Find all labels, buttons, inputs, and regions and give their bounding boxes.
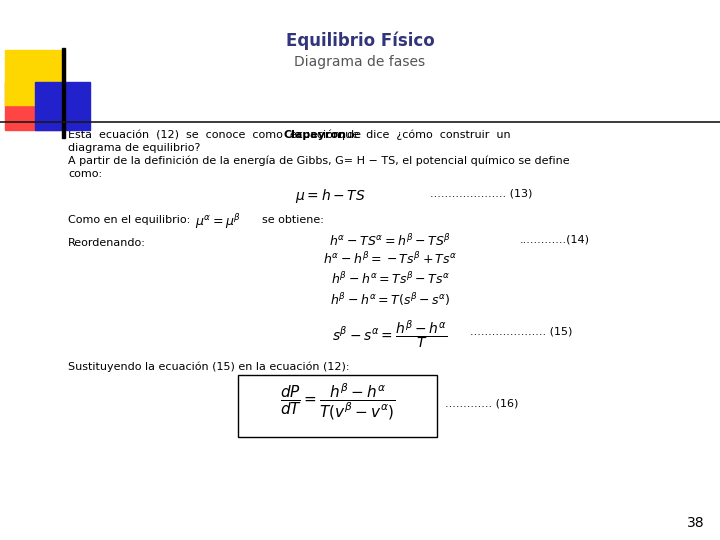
Text: Sustituyendo la ecuación (15) en la ecuación (12):: Sustituyendo la ecuación (15) en la ecua… — [68, 361, 349, 372]
Bar — [5, 50, 65, 105]
Text: Reordenando:: Reordenando: — [68, 238, 146, 248]
Text: $h^{\beta} - h^{\alpha} = T(s^{\beta} - s^{\alpha})$: $h^{\beta} - h^{\alpha} = T(s^{\beta} - … — [330, 291, 450, 308]
Text: ..................... (13): ..................... (13) — [430, 189, 532, 199]
Text: .............(14): .............(14) — [520, 234, 590, 244]
Text: Como en el equilibrio:: Como en el equilibrio: — [68, 215, 190, 225]
FancyBboxPatch shape — [238, 375, 437, 437]
Text: $\mu = h - TS$: $\mu = h - TS$ — [294, 187, 365, 205]
Text: ..................... (15): ..................... (15) — [470, 327, 572, 337]
Text: se obtiene:: se obtiene: — [255, 215, 324, 225]
Text: A partir de la definición de la energía de Gibbs, G= H − TS, el potencial químic: A partir de la definición de la energía … — [68, 156, 570, 166]
Text: $h^{\beta} - h^{\alpha} = Ts^{\beta} - Ts^{\alpha}$: $h^{\beta} - h^{\alpha} = Ts^{\beta} - T… — [330, 271, 449, 287]
Bar — [5, 82, 60, 130]
Text: Esta  ecuación  (12)  se  conoce  como  ecuación  de: Esta ecuación (12) se conoce como ecuaci… — [68, 130, 368, 140]
Text: como:: como: — [68, 169, 102, 179]
Text: Equilibrio Físico: Equilibrio Físico — [286, 32, 434, 51]
Text: diagrama de equilibrio?: diagrama de equilibrio? — [68, 143, 200, 153]
Bar — [35, 82, 90, 130]
Text: $\mu^{\alpha} = \mu^{\beta}$: $\mu^{\alpha} = \mu^{\beta}$ — [195, 212, 241, 231]
Text: $h^{\alpha} - h^{\beta} = -Ts^{\beta} + Ts^{\alpha}$: $h^{\alpha} - h^{\beta} = -Ts^{\beta} + … — [323, 251, 457, 267]
Text: Diagrama de fases: Diagrama de fases — [294, 55, 426, 69]
Bar — [62, 48, 65, 138]
Text: ............. (16): ............. (16) — [445, 399, 518, 409]
Text: que  dice  ¿cómo  construir  un: que dice ¿cómo construir un — [330, 130, 510, 140]
Text: $h^{\alpha} - TS^{\alpha} = h^{\beta} - TS^{\beta}$: $h^{\alpha} - TS^{\alpha} = h^{\beta} - … — [329, 233, 451, 249]
Text: 38: 38 — [688, 516, 705, 530]
Text: Clapeyron: Clapeyron — [284, 130, 347, 140]
Text: $s^{\beta} - s^{\alpha} = \dfrac{h^{\beta} - h^{\alpha}}{T}$: $s^{\beta} - s^{\alpha} = \dfrac{h^{\bet… — [333, 319, 448, 351]
Text: $\dfrac{dP}{dT} = \dfrac{h^{\beta} - h^{\alpha}}{T(v^{\beta} - v^{\alpha})}$: $\dfrac{dP}{dT} = \dfrac{h^{\beta} - h^{… — [279, 382, 395, 422]
